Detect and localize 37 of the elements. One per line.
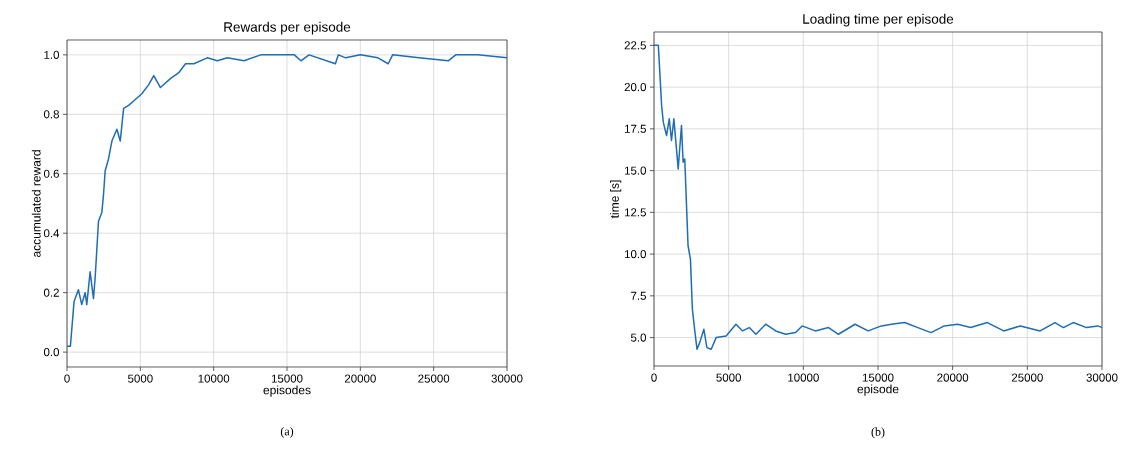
x-axis-title: episode	[857, 384, 899, 396]
x-axis-title: episodes	[263, 385, 311, 397]
chart-title: Rewards per episode	[224, 21, 351, 35]
x-tick-label: 5000	[716, 373, 742, 382]
x-tick-label: 10000	[198, 374, 230, 383]
y-tick-label: 0.0	[43, 348, 60, 357]
x-tick-label: 25000	[1011, 373, 1043, 382]
y-tick-label: 7.5	[631, 291, 646, 300]
x-tick-label: 30000	[1086, 373, 1118, 382]
y-tick-label: 20.0	[624, 83, 647, 92]
y-tick-label: 5.0	[630, 333, 647, 342]
chart-title: Loading time per episode	[803, 13, 954, 27]
x-tick-label: 0	[651, 373, 657, 382]
y-tick-label: 15.0	[624, 166, 647, 175]
x-tick-label: 0	[64, 374, 70, 383]
y-tick-label: 12.5	[624, 208, 646, 217]
y-tick-label: 22.5	[624, 41, 646, 50]
x-tick-label: 30000	[491, 374, 523, 383]
x-tick-label: 15000	[862, 373, 894, 382]
x-tick-label: 10000	[788, 373, 819, 382]
y-tick-label: 0.2	[43, 288, 59, 297]
y-tick-label: 0.8	[43, 110, 59, 119]
y-tick-label: 0.6	[43, 169, 59, 178]
text: (a)	[280, 426, 294, 438]
y-tick-label: 17.5	[624, 124, 646, 133]
x-tick-label: 20000	[344, 374, 376, 383]
y-axis-title: accumulated reward	[31, 150, 41, 258]
x-tick-label: 5000	[128, 374, 153, 383]
x-tick-label: 25000	[418, 374, 450, 383]
y-tick-label: 1.0	[44, 50, 60, 59]
text: (b)	[871, 427, 885, 439]
x-tick-label: 20000	[937, 373, 969, 382]
line-series	[653, 44, 1103, 351]
y-tick-label: 0.4	[43, 229, 60, 238]
x-tick-label: 15000	[271, 374, 303, 383]
y-tick-label: 10.0	[624, 250, 647, 259]
y-axis-title: time [s]	[610, 180, 622, 219]
